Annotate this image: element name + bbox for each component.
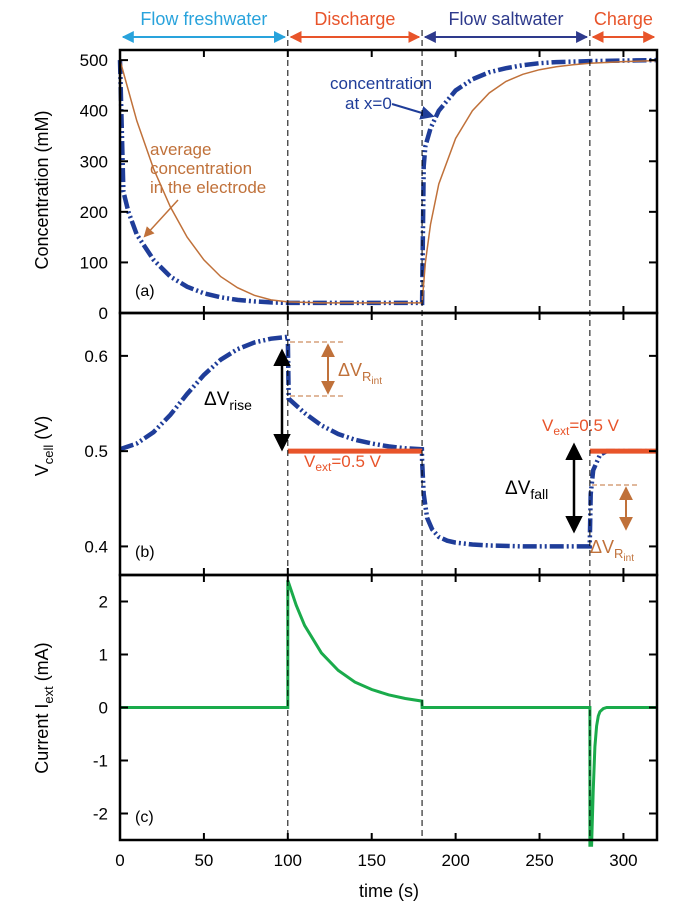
panel-label-a: (a) bbox=[135, 283, 155, 300]
dv-fall-label: ΔVfall bbox=[505, 478, 548, 502]
plot-frame-b bbox=[118, 311, 659, 577]
dv-rise-label: ΔVrise bbox=[204, 389, 252, 413]
x-axis-ticks: 0 50 100 150 200 250 300 bbox=[115, 851, 637, 870]
phase-header: Flow freshwater Discharge Flow saltwater Ch… bbox=[121, 9, 656, 43]
x-tick-label: 50 bbox=[194, 851, 213, 870]
panel-label-c: (c) bbox=[135, 809, 154, 826]
y-axis-label-c: Current Iext (mA) bbox=[32, 642, 56, 773]
panel-label-b: (b) bbox=[135, 544, 155, 561]
phase-label: Charge bbox=[594, 9, 653, 29]
annotation-avg-line3: in the electrode bbox=[150, 178, 266, 197]
x-tick-label: 0 bbox=[115, 851, 124, 870]
y-tick-label: 2 bbox=[99, 593, 108, 612]
x-tick-label: 300 bbox=[609, 851, 637, 870]
x-tick-label: 100 bbox=[274, 851, 302, 870]
y-tick-label: 100 bbox=[80, 253, 108, 272]
annotation-x0-arrow bbox=[391, 103, 435, 120]
phase-dividers bbox=[287, 30, 591, 840]
phase-label: Discharge bbox=[314, 9, 395, 29]
y-axis-label-a: Concentration (mM) bbox=[32, 110, 52, 269]
series-b-0 bbox=[119, 334, 657, 549]
y-axis-label-b: Vcell (V) bbox=[32, 416, 56, 477]
annotation-avg-arrow bbox=[143, 199, 179, 238]
y-tick-label: 0.6 bbox=[84, 347, 108, 366]
y-tick-label: 500 bbox=[80, 51, 108, 70]
annotation-avg-line1: average bbox=[150, 140, 211, 159]
y-tick-label: 400 bbox=[80, 102, 108, 121]
annotation-avg-line2: concentration bbox=[150, 159, 252, 178]
annotation-x0-line1: concentration bbox=[330, 74, 432, 93]
dv-rint-label-1: ΔVRint bbox=[338, 360, 382, 387]
dv-rint-label-2: ΔVRint bbox=[590, 537, 634, 564]
panel-c-current: -2 -1 0 1 2 (c) Current Iext (mA) time (s) bbox=[32, 573, 659, 901]
phase-label: Flow saltwater bbox=[448, 9, 563, 29]
y-tick-label: 0 bbox=[99, 304, 108, 323]
y-tick-label: -2 bbox=[93, 805, 108, 824]
x-axis-label: time (s) bbox=[359, 881, 419, 901]
y-tick-label: 0.4 bbox=[84, 537, 108, 556]
annotation-x0-line2: at x=0 bbox=[345, 94, 392, 113]
y-tick-label: 0.5 bbox=[84, 442, 108, 461]
y-tick-label: 200 bbox=[80, 203, 108, 222]
y-tick-label: 1 bbox=[99, 646, 108, 665]
series-c-0 bbox=[120, 579, 657, 847]
vext-label-discharge: Vext=0.5 V bbox=[304, 452, 382, 474]
y-tick-label: 0 bbox=[99, 699, 108, 718]
phase-label: Flow freshwater bbox=[140, 9, 267, 29]
annotation-average-concentration: average concentration in the electrode bbox=[143, 140, 266, 238]
x-tick-label: 150 bbox=[358, 851, 386, 870]
panel-b-voltage: 0.4 0.5 0.6 (b) Vcell (V) ΔVrise ΔVRint Ve… bbox=[32, 311, 659, 577]
annotation-concentration-x0: concentration at x=0 bbox=[330, 74, 435, 120]
x-tick-label: 200 bbox=[441, 851, 469, 870]
vext-label-charge: Vext=0.5 V bbox=[542, 416, 620, 438]
y-tick-label: 300 bbox=[80, 152, 108, 171]
y-tick-label: -1 bbox=[93, 752, 108, 771]
x-tick-label: 250 bbox=[525, 851, 553, 870]
